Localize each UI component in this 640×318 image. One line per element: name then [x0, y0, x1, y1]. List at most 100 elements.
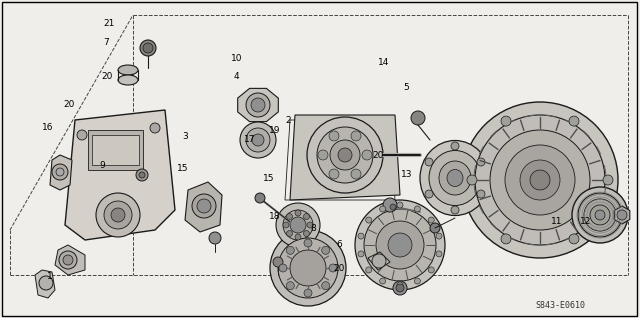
Polygon shape — [290, 115, 400, 200]
Text: 20: 20 — [63, 100, 75, 109]
Circle shape — [56, 168, 64, 176]
Circle shape — [276, 203, 320, 247]
Polygon shape — [614, 206, 630, 224]
Circle shape — [304, 239, 312, 247]
Circle shape — [63, 255, 73, 265]
Circle shape — [278, 238, 338, 298]
Circle shape — [590, 205, 610, 225]
Circle shape — [329, 264, 337, 272]
Circle shape — [383, 198, 397, 212]
Circle shape — [520, 160, 560, 200]
Circle shape — [451, 142, 459, 150]
Text: 18: 18 — [269, 212, 281, 221]
Circle shape — [77, 130, 87, 140]
Circle shape — [287, 231, 292, 237]
Circle shape — [39, 276, 53, 290]
Circle shape — [477, 190, 485, 198]
Circle shape — [104, 201, 132, 229]
Circle shape — [355, 200, 445, 290]
Circle shape — [501, 234, 511, 244]
Circle shape — [307, 117, 383, 193]
Text: 20: 20 — [333, 264, 345, 273]
Circle shape — [290, 217, 306, 233]
Text: 19: 19 — [269, 126, 281, 135]
Circle shape — [475, 115, 605, 245]
Circle shape — [569, 234, 579, 244]
Circle shape — [393, 281, 407, 295]
Circle shape — [362, 150, 372, 160]
Circle shape — [569, 116, 579, 126]
Circle shape — [286, 282, 294, 290]
Circle shape — [255, 193, 265, 203]
Circle shape — [111, 208, 125, 222]
Circle shape — [283, 222, 289, 228]
Circle shape — [376, 221, 424, 269]
Circle shape — [595, 210, 605, 220]
Circle shape — [372, 254, 386, 268]
Circle shape — [330, 140, 360, 170]
Circle shape — [329, 131, 339, 141]
Text: 21: 21 — [103, 19, 115, 28]
Circle shape — [411, 111, 425, 125]
Circle shape — [358, 251, 364, 257]
Circle shape — [351, 131, 361, 141]
Circle shape — [380, 278, 386, 284]
Circle shape — [428, 217, 435, 223]
Circle shape — [59, 251, 77, 269]
Circle shape — [414, 206, 420, 212]
Circle shape — [530, 170, 550, 190]
Circle shape — [240, 122, 276, 158]
Circle shape — [295, 234, 301, 240]
Ellipse shape — [118, 75, 138, 85]
Circle shape — [270, 230, 346, 306]
Text: 16: 16 — [42, 123, 54, 132]
Circle shape — [388, 233, 412, 257]
Circle shape — [322, 282, 330, 290]
Circle shape — [358, 233, 364, 239]
Text: 4: 4 — [234, 72, 239, 81]
Circle shape — [396, 284, 404, 292]
Text: 8: 8 — [311, 225, 316, 233]
Text: 12: 12 — [580, 217, 591, 225]
Circle shape — [425, 190, 433, 198]
Text: 20: 20 — [372, 151, 383, 160]
Circle shape — [322, 246, 330, 254]
Text: 14: 14 — [378, 58, 390, 66]
Polygon shape — [55, 245, 85, 275]
Circle shape — [584, 199, 616, 231]
Bar — [88, 130, 143, 170]
Circle shape — [304, 289, 312, 297]
Circle shape — [290, 250, 326, 286]
Circle shape — [451, 206, 459, 214]
Ellipse shape — [118, 65, 138, 75]
Text: 2: 2 — [285, 116, 291, 125]
Circle shape — [390, 204, 396, 210]
Circle shape — [303, 231, 310, 237]
Text: 15: 15 — [177, 164, 188, 173]
Circle shape — [365, 267, 372, 273]
Polygon shape — [237, 88, 278, 121]
Circle shape — [139, 172, 145, 178]
Circle shape — [477, 158, 485, 166]
Polygon shape — [50, 155, 72, 190]
Text: 17: 17 — [244, 135, 255, 144]
Text: 9: 9 — [100, 161, 105, 170]
Circle shape — [397, 282, 403, 288]
Circle shape — [96, 193, 140, 237]
Text: 15: 15 — [263, 174, 275, 183]
Circle shape — [318, 150, 328, 160]
Text: 10: 10 — [231, 54, 243, 63]
Ellipse shape — [439, 161, 471, 195]
Circle shape — [140, 40, 156, 56]
Circle shape — [197, 199, 211, 213]
Circle shape — [380, 206, 386, 212]
Circle shape — [283, 210, 313, 240]
Circle shape — [329, 169, 339, 179]
Circle shape — [617, 210, 627, 220]
Text: 3: 3 — [183, 132, 188, 141]
Circle shape — [572, 187, 628, 243]
Circle shape — [467, 175, 477, 185]
Circle shape — [490, 130, 590, 230]
Bar — [92, 135, 139, 165]
Ellipse shape — [429, 150, 481, 205]
